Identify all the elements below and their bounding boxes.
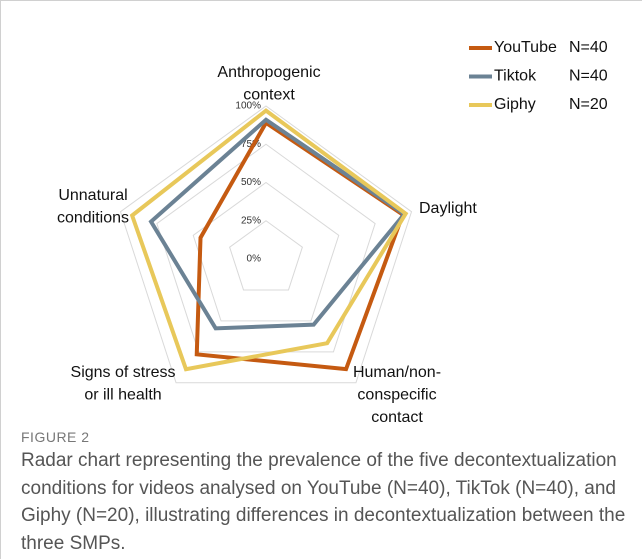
- r-tick-label: 25%: [241, 215, 261, 226]
- legend-note: N=20: [569, 96, 608, 113]
- legend-label: Tiktok: [494, 68, 537, 85]
- axis-label: Daylight: [419, 200, 477, 217]
- axis-label: contact: [371, 409, 423, 426]
- r-tick-label: 50%: [241, 177, 261, 188]
- figure-label: FIGURE 2: [21, 429, 90, 445]
- legend-note: N=40: [569, 68, 608, 85]
- axis-label: Signs of stress: [71, 364, 176, 381]
- axis-label: context: [243, 87, 295, 104]
- axis-label: conditions: [57, 210, 129, 227]
- grid-ring: [119, 105, 413, 384]
- grid-ring: [229, 220, 303, 291]
- axis-label: Unnatural: [58, 187, 127, 204]
- r-tick-label: 0%: [247, 254, 262, 265]
- r-tick-label: 75%: [241, 139, 261, 150]
- legend-note: N=40: [569, 39, 608, 56]
- legend-label: Giphy: [494, 96, 536, 113]
- grid-ring: [192, 181, 340, 322]
- series-line: [129, 108, 409, 372]
- axis-label: or ill health: [84, 387, 161, 404]
- legend-label: YouTube: [494, 39, 557, 56]
- r-tick-label: 100%: [235, 101, 261, 112]
- chart: 0% 25% 50% 75% 100% Anthropogenic context Dayli…: [57, 39, 608, 426]
- axis-label: conspecific: [357, 387, 436, 404]
- axis-label: Anthropogenic: [217, 64, 320, 81]
- axis-label: Human/non-: [353, 364, 441, 381]
- grid-ring: [156, 143, 376, 353]
- series-line: [148, 117, 408, 331]
- caption: Radar chart representing the prevalence …: [21, 450, 626, 554]
